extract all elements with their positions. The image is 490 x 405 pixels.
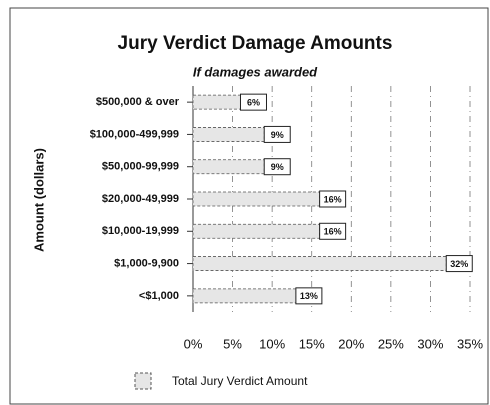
y-tick-label: <$1,000 <box>139 290 179 302</box>
value-label: 6% <box>247 98 260 108</box>
bar <box>192 256 447 271</box>
value-label: 32% <box>450 259 468 269</box>
x-tick-label: 35% <box>457 336 483 351</box>
x-tick-label: 0% <box>184 336 203 351</box>
y-tick-label: $1,000-9,900 <box>114 257 179 269</box>
bar <box>192 159 265 175</box>
bar <box>192 191 321 207</box>
y-tick-label: $500,000 & over <box>96 96 180 108</box>
bar <box>192 94 241 110</box>
value-label: 16% <box>324 194 342 204</box>
chart-title: Jury Verdict Damage Amounts <box>118 33 393 54</box>
y-axis-label: Amount (dollars) <box>31 148 46 252</box>
value-label-box <box>239 93 267 111</box>
x-tick-label: 5% <box>223 336 242 351</box>
value-label-box <box>319 222 347 240</box>
bar <box>192 223 321 239</box>
x-tick-label: 20% <box>338 336 364 351</box>
y-tick-label: $10,000-19,999 <box>102 225 179 237</box>
bar <box>192 127 265 142</box>
x-tick-label: 25% <box>378 336 404 351</box>
x-tick-label: 10% <box>259 336 285 351</box>
value-label-box <box>263 125 291 143</box>
legend-swatch <box>134 372 152 390</box>
bar <box>192 288 297 304</box>
y-tick-label: $20,000-49,999 <box>102 193 179 205</box>
value-label-box <box>295 287 323 305</box>
legend-label: Total Jury Verdict Amount <box>172 374 308 388</box>
value-label-box <box>319 190 347 208</box>
y-tick-label: $100,000-499,999 <box>90 128 179 140</box>
y-tick-label: $50,000-99,999 <box>102 161 179 173</box>
value-label: 9% <box>271 162 284 172</box>
value-label-box <box>445 255 473 273</box>
frame <box>9 7 489 405</box>
value-label-box <box>263 158 291 176</box>
value-label: 16% <box>324 227 342 237</box>
chart-subtitle: If damages awarded <box>193 64 318 79</box>
x-tick-label: 30% <box>417 336 443 351</box>
value-label: 13% <box>300 291 318 301</box>
x-tick-label: 15% <box>299 336 325 351</box>
value-label: 9% <box>271 130 284 140</box>
